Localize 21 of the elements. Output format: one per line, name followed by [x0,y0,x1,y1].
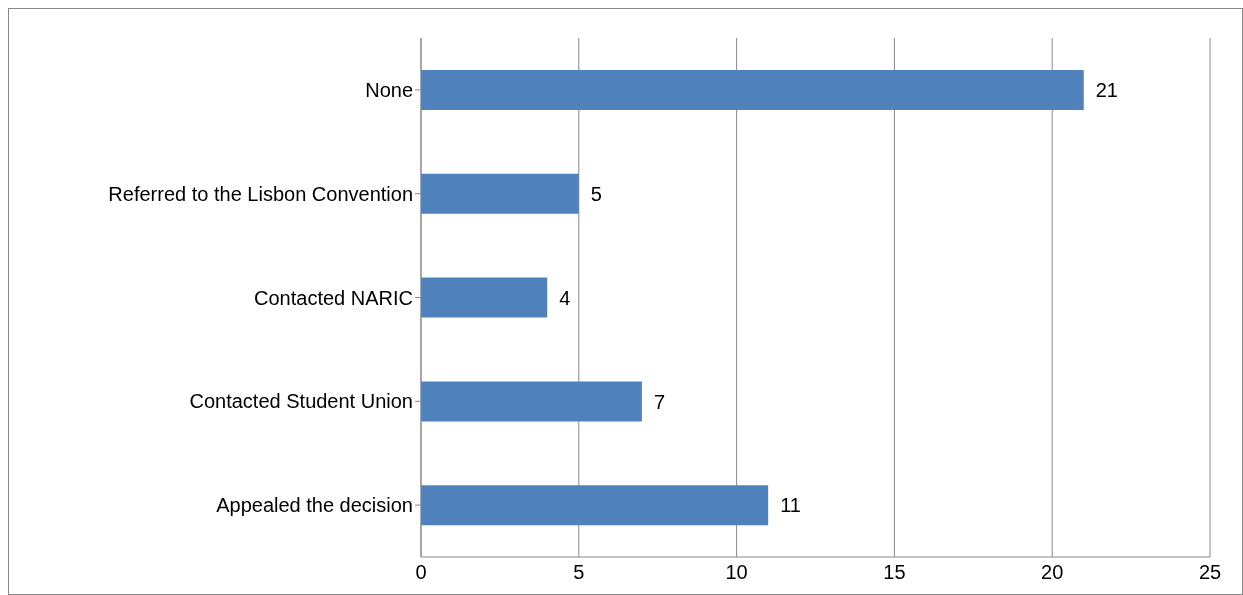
y-tick-label: None [365,79,413,101]
bar [421,70,1084,110]
data-label: 4 [559,286,571,309]
data-label: 7 [653,390,666,413]
x-tick-label: 15 [883,561,906,584]
x-tick-label: 0 [415,561,427,584]
x-tick-label: 20 [1041,561,1064,584]
y-tick-label: Appealed the decision [216,494,413,517]
y-tick-label: Referred to the Lisbon Convention [108,182,413,205]
data-label: 5 [590,182,602,205]
bar [421,381,642,422]
bar [421,485,769,526]
bar [421,173,579,214]
y-tick-label: Contacted NARIC [254,286,413,309]
data-label: 21 [1095,79,1119,102]
x-tick-label: 10 [725,561,748,584]
x-tick-label: 25 [1198,561,1222,584]
x-tick-label: 5 [573,561,585,584]
y-tick-label: Contacted Student Union [189,390,413,413]
data-label: 11 [780,494,801,517]
bar [421,277,548,318]
